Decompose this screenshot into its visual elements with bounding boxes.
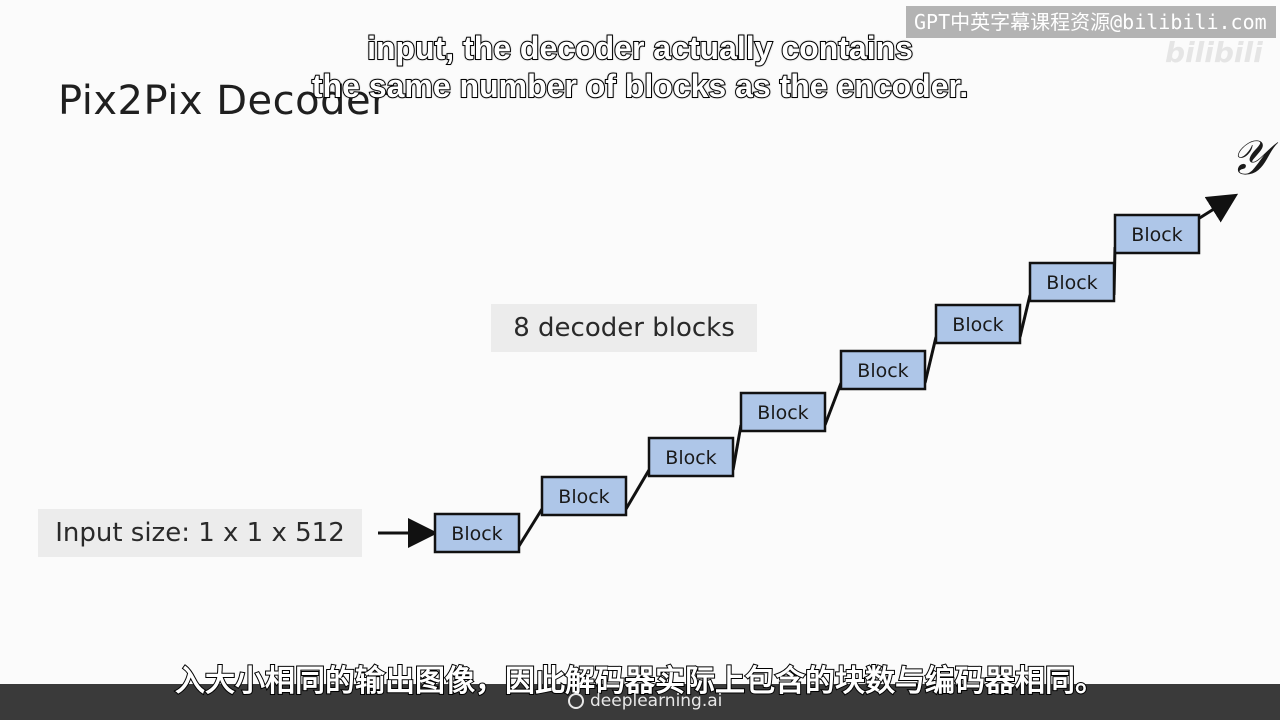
decoder-block-rect	[1113, 213, 1201, 255]
decoder-block-label: Block	[952, 314, 1003, 336]
decoder-block-rect	[540, 475, 628, 517]
decoder-block-label: Block	[558, 486, 609, 508]
decoder-block-rect	[839, 349, 927, 391]
decoder-block: Block	[934, 303, 1022, 345]
decoder-block: Block	[1028, 261, 1116, 303]
brand-text: deeplearning.ai	[590, 691, 723, 711]
input-size-label: Input size: 1 x 1 x 512	[38, 509, 362, 557]
block-connector	[1018, 294, 1032, 338]
block-connector	[624, 469, 651, 510]
subtitle-en-line1: input, the decoder actually contains	[366, 29, 914, 67]
slide-title: Pix2Pix Decoder	[58, 78, 389, 124]
decoder-block-rect	[934, 303, 1022, 345]
decoder-block-label: Block	[1131, 224, 1182, 246]
block-connector	[823, 382, 843, 426]
subtitle-en-line2: the same number of blocks as the encoder…	[311, 67, 969, 105]
decoder-block: Block	[647, 436, 735, 478]
decoder-block: Block	[540, 475, 628, 517]
decoder-block-rect	[433, 512, 521, 554]
watermark: GPT中英字幕课程资源@bilibili.com	[906, 6, 1276, 38]
block-connector	[923, 336, 938, 384]
decoder-block-label: Block	[857, 360, 908, 382]
decoder-block: Block	[839, 349, 927, 391]
block-connector	[517, 508, 544, 547]
decoder-block: Block	[739, 391, 827, 433]
output-y-symbol: 𝒴	[1230, 130, 1268, 186]
decoder-block-label: Block	[757, 402, 808, 424]
deeplearning-logo-icon	[568, 693, 584, 709]
decoder-block: Block	[433, 512, 521, 554]
decoder-block-label: Block	[451, 523, 502, 545]
block-connector	[731, 424, 743, 471]
decoder-block-label: Block	[1046, 272, 1097, 294]
bilibili-logo: bilibili	[1165, 36, 1263, 69]
decoder-block-rect	[1028, 261, 1116, 303]
subtitle-zh: 入大小相同的输出图像，因此解码器实际上包含的块数与编码器相同。	[174, 663, 1106, 700]
decoder-block-rect	[647, 436, 735, 478]
decoder-block: Block	[1113, 213, 1201, 255]
block-connectors	[517, 246, 1117, 547]
decoder-blocks-label: 8 decoder blocks	[491, 304, 757, 352]
decoder-block-label: Block	[665, 447, 716, 469]
decoder-block-rect	[739, 391, 827, 433]
bottom-bar	[0, 684, 1280, 720]
output-arrow	[1197, 193, 1239, 223]
brand-footer: deeplearning.ai	[568, 691, 722, 711]
